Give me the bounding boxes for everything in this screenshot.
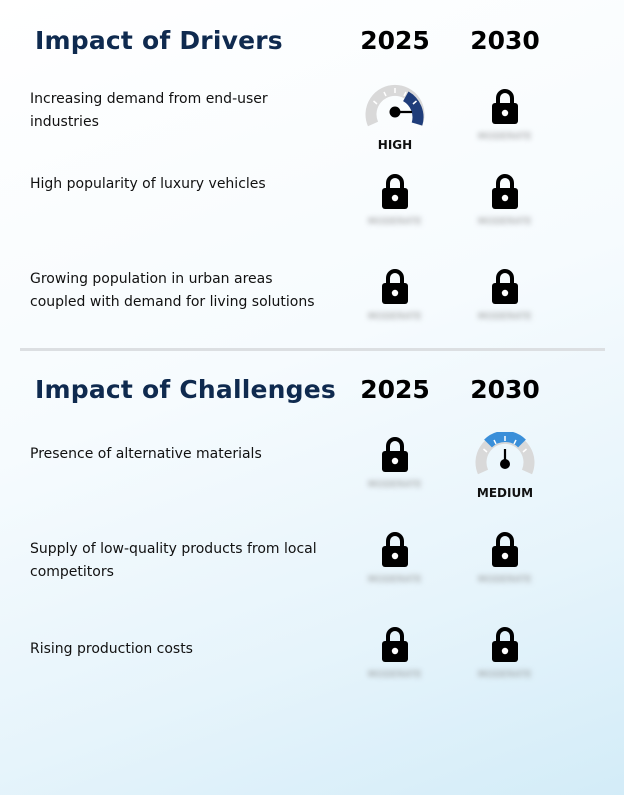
lock-icon	[382, 437, 408, 472]
driver-label: High popularity of luxury vehicles	[30, 176, 266, 192]
challenges-year-2025: 2025	[360, 375, 430, 404]
gauge-cell: MEDIUM	[450, 432, 560, 506]
lock-icon	[382, 627, 408, 662]
lock-icon	[382, 269, 408, 304]
challenge-label: Rising production costs	[30, 641, 193, 657]
lock-icon	[382, 532, 408, 567]
challenges-year-2030: 2030	[470, 375, 540, 404]
challenge-label: Presence of alternative materials	[30, 446, 262, 462]
locked-cell: MODERATE	[340, 626, 450, 696]
gauge-high-icon	[365, 84, 425, 127]
hidden-value: MODERATE	[368, 575, 422, 585]
gauge-medium-icon	[475, 432, 535, 475]
hidden-value: MODERATE	[478, 217, 532, 227]
locked-cell: MODERATE	[340, 173, 450, 243]
hidden-value: MODERATE	[478, 132, 532, 142]
lock-icon	[492, 174, 518, 209]
hidden-value: MODERATE	[478, 312, 532, 322]
locked-cell: MODERATE	[450, 268, 560, 338]
hidden-value: MODERATE	[478, 575, 532, 585]
challenge-label: Supply of low-quality products from loca…	[30, 541, 317, 580]
gauge-cell: HIGH	[340, 84, 450, 158]
lock-icon	[492, 89, 518, 124]
drivers-year-2025: 2025	[360, 26, 430, 55]
locked-cell: MODERATE	[340, 268, 450, 338]
driver-label: Increasing demand from end-user industri…	[30, 91, 268, 130]
section-divider	[20, 348, 605, 351]
hidden-value: MODERATE	[368, 670, 422, 680]
locked-cell: MODERATE	[450, 88, 560, 158]
drivers-year-2030: 2030	[470, 26, 540, 55]
locked-cell: MODERATE	[450, 626, 560, 696]
locked-cell: MODERATE	[450, 173, 560, 243]
lock-icon	[382, 174, 408, 209]
challenges-title: Impact of Challenges	[35, 375, 336, 404]
lock-icon	[492, 532, 518, 567]
hidden-value: MODERATE	[368, 217, 422, 227]
drivers-title: Impact of Drivers	[35, 26, 283, 55]
lock-icon	[492, 269, 518, 304]
hidden-value: MODERATE	[368, 480, 422, 490]
locked-cell: MODERATE	[450, 531, 560, 601]
locked-cell: MODERATE	[340, 436, 450, 506]
hidden-value: MODERATE	[368, 312, 422, 322]
driver-label: Growing population in urban areas couple…	[30, 271, 315, 310]
locked-cell: MODERATE	[340, 531, 450, 601]
gauge-level-label: MEDIUM	[476, 486, 534, 500]
gauge-level-label: HIGH	[377, 138, 413, 152]
lock-icon	[492, 627, 518, 662]
hidden-value: MODERATE	[478, 670, 532, 680]
